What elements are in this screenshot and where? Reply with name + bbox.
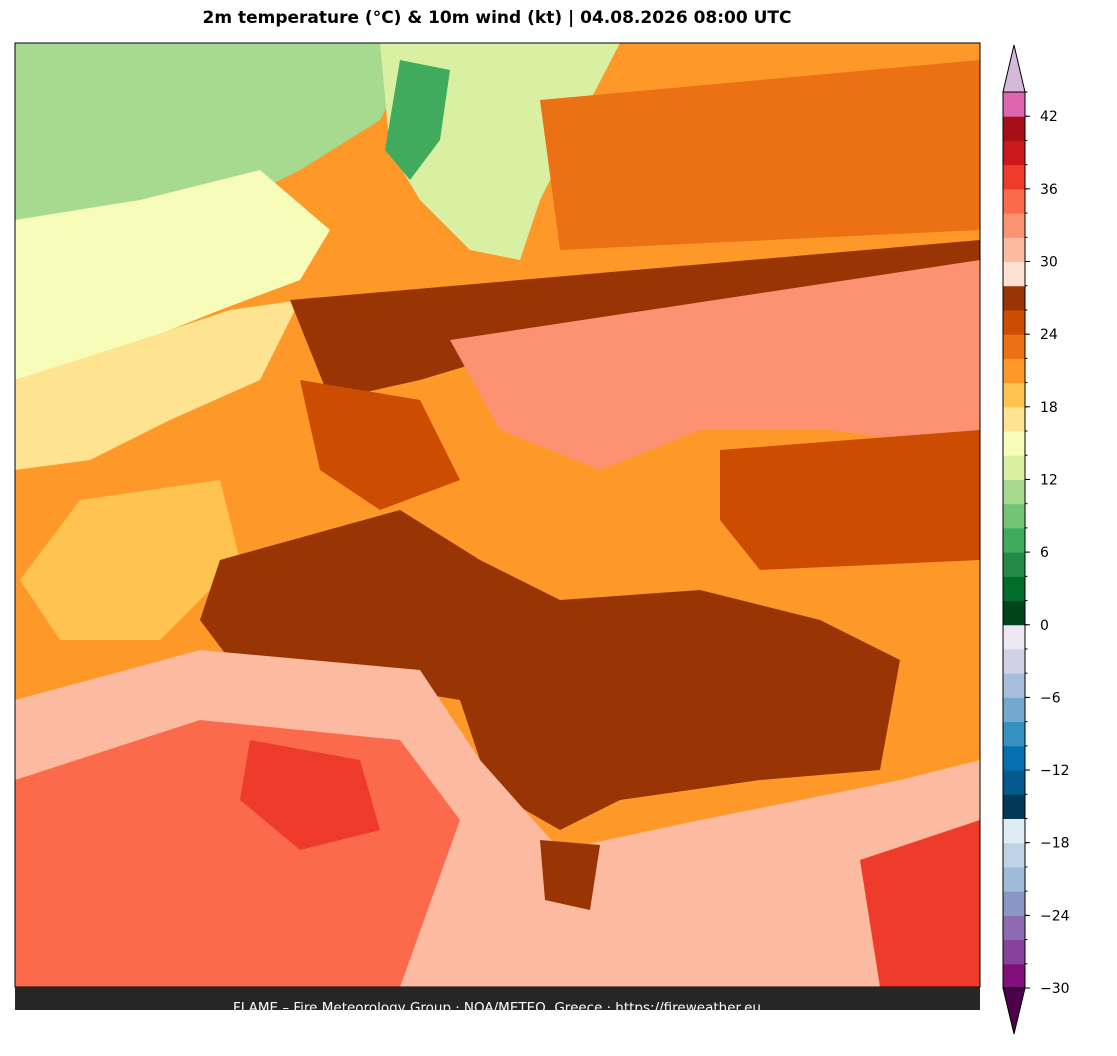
colorbar-tick-label: −30 [1040,981,1070,997]
colorbar-bin [1003,358,1025,384]
colorbar-bin [1003,673,1025,698]
colorbar-bin [1003,237,1025,263]
colorbar-bin [1003,164,1025,190]
colorbar-bin [1003,140,1025,166]
colorbar-bin [1003,600,1025,626]
colorbar-bin [1003,915,1025,941]
colorbar-tick-label: −24 [1040,908,1070,924]
colorbar-bin [1003,431,1025,456]
colorbar-bin [1003,334,1025,359]
colorbar-tick-label: 36 [1040,182,1058,198]
colorbar-bin [1003,382,1025,408]
colorbar-bin [1003,818,1025,844]
colorbar-tick-label: −6 [1040,690,1061,706]
colorbar: −30 −24 −18 −12 −6 0 6 12 18 24 30 36 42 [1002,44,1070,1035]
colorbar-bin [1003,261,1025,287]
colorbar-bin [1003,406,1025,432]
colorbar-bin [1003,188,1025,214]
colorbar-bin [1003,963,1025,989]
colorbar-bin [1003,697,1025,723]
colorbar-over [1002,44,1026,93]
colorbar-bin [1003,794,1025,819]
colorbar-tick-label: 6 [1040,545,1049,561]
colorbar-tick-label: −12 [1040,763,1070,779]
colorbar-bin [1003,624,1025,650]
colorbar-bin [1003,770,1025,795]
colorbar-bin [1003,721,1025,747]
colorbar-bin [1003,527,1025,553]
colorbar-bin [1003,842,1025,868]
colorbar-bin [1003,503,1025,529]
footer: FLAME – Fire Meteorology Group · NOA/MET… [233,1000,761,1016]
colorbar-tick-label: 42 [1040,109,1058,125]
colorbar-bin [1003,479,1025,505]
colorbar-tick-label: 0 [1040,618,1049,634]
colorbar-bin [1003,213,1025,238]
colorbar-bin [1003,116,1025,141]
map [14,42,981,988]
colorbar-bin [1003,576,1025,602]
colorbar-bin [1003,745,1025,771]
colorbar-tick-label: 18 [1040,400,1058,416]
colorbar-bin [1003,866,1025,892]
colorbar-frame [1002,91,1026,989]
colorbar-bin [1003,455,1025,480]
colorbar-bin [1003,648,1025,674]
footer-band [15,987,980,1010]
colorbar-under [1002,987,1026,1035]
colorbar-tick-label: 24 [1040,327,1058,343]
colorbar-bin [1003,285,1025,311]
colorbar-tick-label: 30 [1040,255,1058,271]
colorbar-bin [1003,309,1025,335]
colorbar-tick-label: −18 [1040,836,1070,852]
title: 2m temperature (°C) & 10m wind (kt) | 04… [202,8,791,28]
colorbar-bin [1003,939,1025,965]
colorbar-bin [1003,891,1025,916]
colorbar-bin [1003,92,1025,117]
colorbar-tick-label: 12 [1040,472,1058,488]
colorbar-bin [1003,552,1025,577]
